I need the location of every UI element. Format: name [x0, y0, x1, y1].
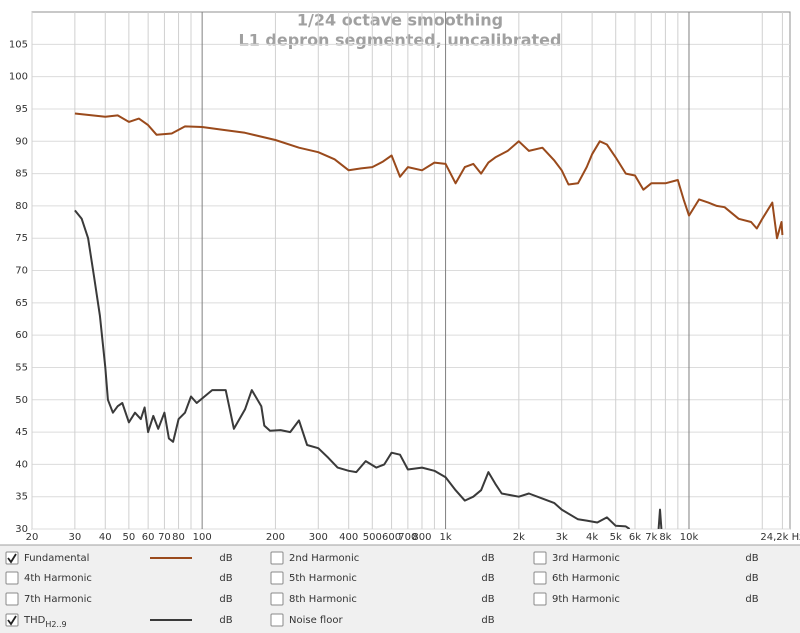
y-tick-label: 90 [15, 136, 28, 147]
legend-label: 8th Harmonic [289, 594, 357, 605]
legend-unit: dB [219, 553, 232, 564]
x-tick-label: 50 [122, 532, 135, 543]
legend-unit: dB [745, 553, 758, 564]
y-tick-label: 65 [15, 298, 28, 309]
x-tick-label: 7k [645, 532, 657, 543]
checkbox[interactable] [5, 592, 19, 606]
x-tick-label: 100 [193, 532, 212, 543]
y-tick-label: 35 [15, 492, 28, 503]
checkbox[interactable] [5, 571, 19, 585]
y-tick-label: 60 [15, 330, 28, 341]
x-tick-label: 60 [142, 532, 155, 543]
legend-unit: dB [219, 615, 232, 626]
y-tick-label: 55 [15, 362, 28, 373]
y-tick-label: 95 [15, 104, 28, 115]
legend-label: 5th Harmonic [289, 573, 357, 584]
legend-label: 3rd Harmonic [552, 553, 620, 564]
legend-subscript: H2..9 [45, 620, 66, 629]
legend-label: 7th Harmonic [24, 594, 92, 605]
y-tick-label: 40 [15, 459, 28, 470]
y-tick-label: 30 [15, 524, 28, 535]
y-tick-label: 85 [15, 169, 28, 180]
y-tick-label: 80 [15, 201, 28, 212]
y-tick-label: 70 [15, 266, 28, 277]
legend-unit: dB [745, 573, 758, 584]
x-tick-label: 2k [513, 532, 525, 543]
checkbox[interactable] [533, 571, 547, 585]
legend-unit: dB [481, 594, 494, 605]
x-tick-label: 40 [99, 532, 112, 543]
x-tick-label: 600 [382, 532, 401, 543]
y-tick-label: 45 [15, 427, 28, 438]
x-tick-label: 1k [439, 532, 451, 543]
x-tick-label: 20 [26, 532, 39, 543]
checkmark [7, 553, 17, 564]
legend-label: 2nd Harmonic [289, 553, 359, 564]
legend-unit: dB [481, 573, 494, 584]
legend-label: 4th Harmonic [24, 573, 92, 584]
legend-panel [0, 545, 800, 633]
legend-unit: dB [219, 573, 232, 584]
checkbox[interactable] [270, 592, 284, 606]
x-tick-label: 700 [398, 532, 417, 543]
chart-title: 1/24 octave smoothing [297, 11, 503, 30]
checkmark [7, 615, 17, 626]
x-tick-label: 500 [363, 532, 382, 543]
x-tick-label: 70 [158, 532, 171, 543]
y-tick-label: 105 [9, 39, 28, 50]
x-tick-label: 300 [309, 532, 328, 543]
x-tick-label: 24,2k Hz [760, 532, 800, 543]
checkbox[interactable] [270, 551, 284, 565]
x-tick-label: 5k [610, 532, 622, 543]
checkbox[interactable] [270, 613, 284, 627]
x-tick-label: 4k [586, 532, 598, 543]
x-tick-label: 200 [266, 532, 285, 543]
x-tick-label: 8k [659, 532, 671, 543]
x-tick-label: 800 [412, 532, 431, 543]
series-line [74, 112, 784, 240]
x-tick-label: 6k [629, 532, 641, 543]
legend-unit: dB [219, 594, 232, 605]
checkbox[interactable] [270, 571, 284, 585]
series-line [74, 209, 663, 529]
legend-label: Fundamental [24, 553, 89, 564]
y-tick-label: 100 [9, 72, 28, 83]
legend-unit: dB [481, 615, 494, 626]
x-tick-label: 80 [172, 532, 185, 543]
legend-label: 9th Harmonic [552, 594, 620, 605]
legend-unit: dB [745, 594, 758, 605]
x-tick-label: 400 [339, 532, 358, 543]
legend-unit: dB [481, 553, 494, 564]
x-tick-label: 10k [680, 532, 699, 543]
chart-subtitle: L1 depron segmented, uncalibrated [239, 31, 562, 50]
checkbox[interactable] [5, 551, 19, 565]
checkbox[interactable] [533, 551, 547, 565]
y-tick-label: 50 [15, 395, 28, 406]
checkbox[interactable] [5, 613, 19, 627]
legend-label: 6th Harmonic [552, 573, 620, 584]
chart-bg [0, 0, 800, 545]
x-tick-label: 30 [68, 532, 81, 543]
checkbox[interactable] [533, 592, 547, 606]
x-tick-label: 3k [556, 532, 568, 543]
legend-label: Noise floor [289, 615, 343, 626]
y-tick-label: 75 [15, 233, 28, 244]
